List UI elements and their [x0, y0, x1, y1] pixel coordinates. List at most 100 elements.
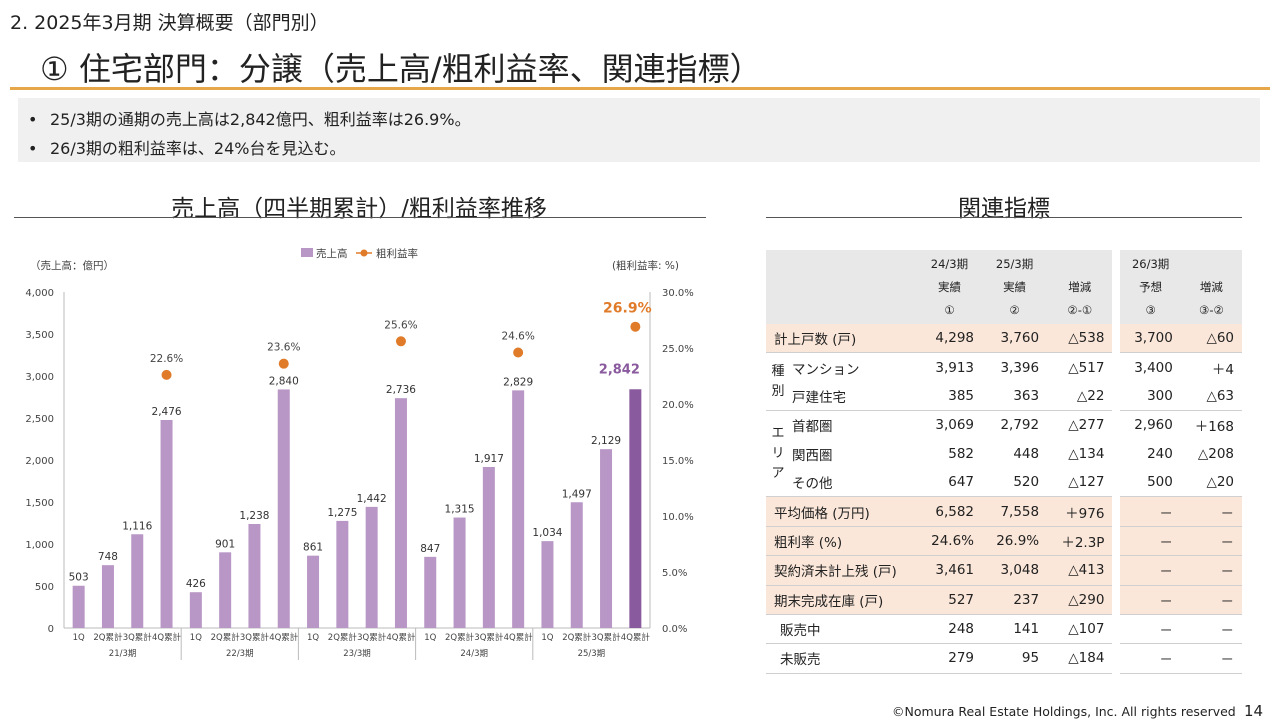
cell-value: 582 [948, 445, 975, 462]
margin-marker [395, 336, 406, 347]
cell-value: － [1120, 526, 1181, 557]
margin-label: 25.6% [384, 319, 417, 331]
bar-value-label: 2,842 [599, 362, 640, 377]
quarter-label: 1Q [307, 633, 319, 643]
y-tick-label: 2,000 [25, 456, 54, 467]
sales-bar [131, 534, 144, 628]
quarter-label: 3Q累計 [591, 632, 621, 643]
quarter-label: 1Q [541, 633, 553, 643]
margin-label: 26.9% [603, 301, 652, 317]
row-label: 計上戸数 (戸) [766, 324, 917, 354]
quarter-label: 4Q累計 [504, 632, 534, 643]
row-label: その他 [790, 467, 917, 498]
bar-value-label: 901 [215, 538, 235, 550]
y-tick-label: 1,500 [25, 498, 54, 509]
cell-value: 3,700 [1120, 324, 1181, 354]
header-cell: 24/3期 実績 ① [916, 250, 983, 324]
table-row: 契約済未計上残 (戸) 3,461 3,048 △413 － － [766, 555, 1242, 586]
bullet-text: 25/3期の通期の売上高は2,842億円、粗利益率は26.9%。 [50, 110, 471, 129]
cell-value: 2,960 [1134, 417, 1173, 434]
header-cell: 増減 ②-① [1047, 250, 1113, 324]
sales-bar [482, 466, 495, 628]
column-gap [1112, 410, 1121, 440]
y2-tick-label: 10.0% [662, 512, 694, 523]
sales-bar [189, 592, 202, 628]
sales-bar [570, 502, 583, 628]
bar-value-label: 503 [69, 572, 89, 584]
cell-value: 4,298 [916, 324, 983, 354]
cell-value: － [1180, 526, 1242, 557]
group-label-area: エリア [766, 410, 790, 498]
period-label: 24/3期 [460, 649, 488, 659]
cell-value: 248 [916, 614, 983, 645]
cell-value: △20 [1180, 467, 1242, 498]
sales-bar [512, 390, 525, 628]
cell-value: 26.9% [982, 526, 1048, 557]
quarter-label: 2Q累計 [211, 632, 241, 643]
cell-value: 7,558 [982, 496, 1048, 527]
bullet-marker: • [28, 139, 38, 158]
cell-value: 527 [916, 585, 983, 615]
period-label: 21/3期 [109, 649, 137, 659]
y2-tick-label: 0.0% [662, 624, 687, 635]
right-axis-label: (粗利益率: %) [612, 259, 679, 272]
column-gap [1112, 324, 1121, 353]
cell-value: △290 [1047, 585, 1113, 615]
y-tick-label: 500 [35, 582, 54, 593]
column-gap [1112, 439, 1121, 468]
bar-value-label: 1,238 [239, 510, 269, 522]
row-label: 戸建住宅 [790, 381, 917, 412]
table-row: 戸建住宅 385 363 △22 300 △63 [766, 381, 1242, 412]
sales-bar [541, 541, 554, 628]
y-tick-label: 3,500 [25, 330, 54, 341]
table-row: 販売中 248 141 △107 － － [766, 614, 1242, 645]
y2-tick-label: 15.0% [662, 456, 694, 467]
cell-value: 3,048 [982, 555, 1048, 586]
sales-bar [600, 449, 613, 628]
cell-value: 3,760 [982, 324, 1048, 354]
cell-value: 141 [982, 614, 1048, 645]
cell-value: △134 [1068, 445, 1105, 462]
sales-bar [101, 565, 114, 628]
bullet-text: 26/3期の粗利益率は、24%台を見込む。 [50, 139, 346, 158]
header-label-cell [766, 250, 917, 324]
table-row: 計上戸数 (戸) 4,298 3,760 △538 3,700 △60 [766, 324, 1242, 354]
cell-value: 3,069 [935, 417, 975, 434]
row-label: 契約済未計上残 (戸) [766, 555, 917, 586]
quarter-label: 2Q累計 [445, 632, 475, 643]
cell-value: 3,396 [1000, 359, 1040, 376]
y-tick-label: 1,000 [25, 540, 54, 551]
bullet-marker: • [28, 110, 38, 129]
margin-marker [161, 369, 172, 380]
cell-value: 279 [916, 643, 983, 674]
cell-value: ＋2.3P [1047, 526, 1113, 557]
header-cell: 25/3期 実績 ② [982, 250, 1048, 324]
cell-value: △517 [1068, 359, 1105, 376]
copyright-footer: ©Nomura Real Estate Holdings, Inc. All r… [892, 704, 1236, 719]
row-label: 関西圏 [792, 447, 833, 464]
column-gap [1112, 496, 1121, 527]
bar-value-label: 2,736 [386, 384, 416, 396]
y-tick-label: 0 [48, 624, 54, 635]
quarter-label: 1Q [190, 633, 202, 643]
sales-bar [72, 585, 85, 628]
cell-value: △22 [1047, 381, 1113, 412]
table-row: 種別 マンション 3,913 3,396 △517 3,400 ＋4 [766, 352, 1242, 412]
table-title-rule [766, 217, 1242, 218]
cell-value: 3,913 [935, 359, 975, 376]
cell-value: － [1180, 555, 1242, 586]
cell-value: △208 [1197, 445, 1234, 462]
row-label: 販売中 [766, 614, 917, 645]
cell-value: △127 [1047, 467, 1113, 498]
cell-value: 520 [982, 467, 1048, 498]
sales-bar [424, 556, 437, 628]
legend-label-margin: 粗利益率 [376, 247, 418, 260]
group-label-type: 種別 [766, 352, 790, 412]
left-axis-label: （売上高：億円） [30, 259, 114, 272]
period-label: 23/3期 [343, 649, 371, 659]
cell-value: 240 [1147, 445, 1173, 462]
column-gap [1112, 555, 1121, 586]
row-label: 期末完成在庫 (戸) [766, 585, 917, 615]
column-gap [1112, 250, 1121, 324]
y2-tick-label: 25.0% [662, 344, 694, 355]
